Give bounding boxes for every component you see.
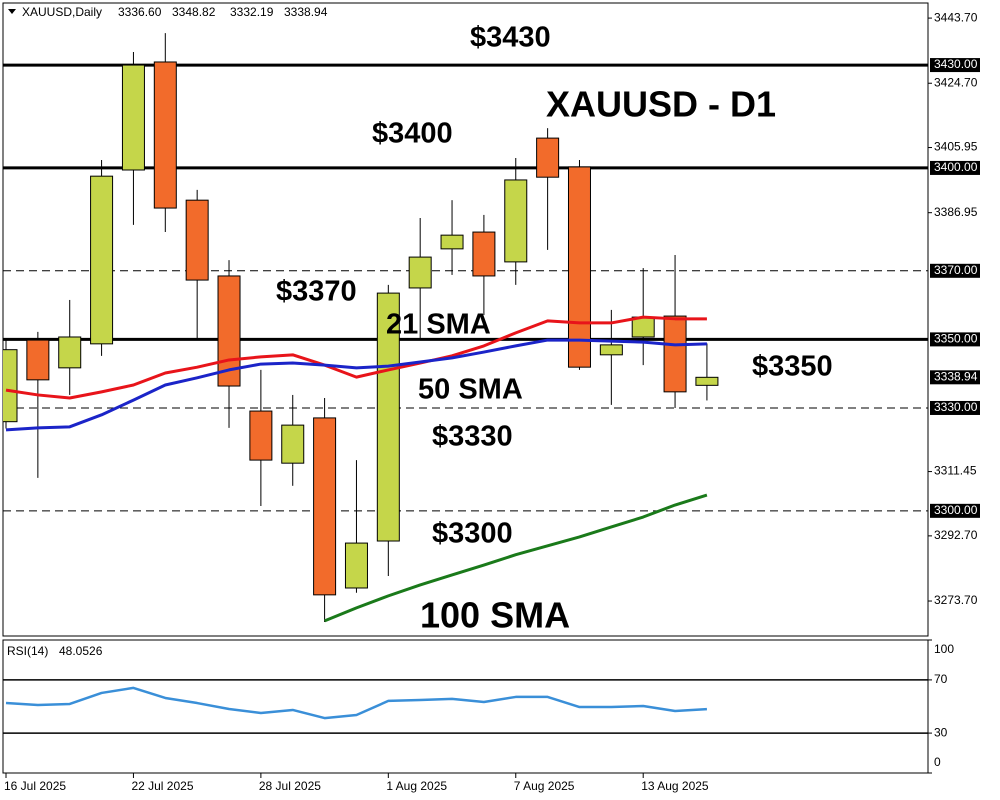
annotation: $3350	[752, 351, 833, 383]
x-tick-label: 7 Aug 2025	[514, 779, 575, 793]
level-box	[930, 263, 980, 278]
candle-body	[567, 166, 591, 368]
level-box	[930, 160, 980, 175]
candle-body	[121, 64, 145, 171]
annotation: $3430	[470, 22, 551, 54]
candle-body	[281, 424, 305, 464]
level-label: 3350.00	[934, 332, 978, 346]
x-tick-label: 1 Aug 2025	[386, 779, 447, 793]
candle-body	[504, 179, 528, 263]
axes: 3443.70 3424.70 3405.95 3386.95 3311.45 3292.…	[4, 10, 980, 793]
x-tick-label: 16 Jul 2025	[4, 779, 66, 793]
sma-label: 50 SMA	[418, 374, 523, 406]
annotation: $3330	[432, 421, 513, 453]
ohlc-close: 3338.94	[284, 5, 328, 19]
candle-body	[344, 542, 368, 589]
candle-body	[90, 175, 114, 345]
menu-icon[interactable]	[8, 9, 16, 14]
annotation-title: XAUUSD - D1	[546, 84, 776, 125]
candle-body	[153, 61, 177, 209]
x-tick-label: 28 Jul 2025	[259, 779, 321, 793]
candle-body	[472, 231, 496, 277]
sma-line	[5, 315, 707, 400]
candle-body	[440, 234, 464, 250]
candle-body	[26, 339, 50, 381]
rsi-line	[5, 686, 707, 720]
level-label: 3430.00	[934, 57, 978, 71]
rsi-value: 48.0526	[59, 644, 103, 658]
level-box	[930, 503, 980, 518]
candle-body	[58, 336, 82, 369]
sma-label: 21 SMA	[386, 309, 491, 341]
candle-body	[663, 315, 687, 393]
sma-label: 100 SMA	[420, 595, 570, 636]
candle-body	[536, 137, 560, 178]
symbol-label: XAUUSD,Daily	[22, 5, 102, 19]
candle-body	[695, 376, 719, 386]
last-price-box	[930, 370, 980, 385]
rsi-tick-label: 0	[934, 755, 941, 769]
y-tick-label: 3311.45	[934, 464, 977, 478]
level-box	[930, 400, 980, 415]
candle-body	[408, 256, 432, 289]
candle-body	[313, 417, 337, 596]
y-tick-label: 3292.70	[934, 528, 978, 542]
x-tick-label: 13 Aug 2025	[641, 779, 709, 793]
sma-line	[5, 338, 707, 432]
annotation: $3370	[276, 276, 357, 308]
ohlc-high: 3348.82	[172, 5, 216, 19]
rsi-label: RSI(14)	[7, 644, 48, 658]
annotation: $3300	[432, 518, 513, 550]
rsi-panel	[2, 639, 929, 774]
y-tick-label: 3424.70	[934, 75, 978, 89]
level-label: 3400.00	[934, 160, 978, 174]
level-box	[930, 332, 980, 347]
candle-body	[3, 349, 18, 423]
level-label: 3300.00	[934, 503, 978, 517]
candle-body	[249, 410, 273, 461]
rsi-tick-label: 30	[934, 725, 948, 739]
main-plot	[3, 33, 928, 623]
ohlc-open: 3336.60	[118, 5, 162, 19]
level-label: 3370.00	[934, 263, 978, 277]
x-tick-label: 22 Jul 2025	[131, 779, 193, 793]
rsi-tick-label: 70	[934, 672, 948, 686]
candle-body	[599, 344, 623, 356]
last-price-label: 3338.94	[934, 369, 978, 383]
candle-body	[376, 292, 400, 542]
sma-line	[324, 493, 708, 623]
level-box	[930, 58, 980, 73]
rsi-plot	[3, 679, 928, 734]
annotation: $3400	[372, 118, 453, 150]
y-tick-label: 3386.95	[934, 205, 978, 219]
ohlc-low: 3332.19	[230, 5, 274, 19]
y-tick-label: 3273.70	[934, 593, 978, 607]
y-tick-label: 3443.70	[934, 10, 978, 24]
level-label: 3330.00	[934, 400, 978, 414]
y-tick-label: 3405.95	[934, 140, 978, 154]
candle-body	[631, 316, 655, 338]
candle-body	[185, 199, 209, 281]
rsi-tick-label: 100	[934, 642, 954, 656]
